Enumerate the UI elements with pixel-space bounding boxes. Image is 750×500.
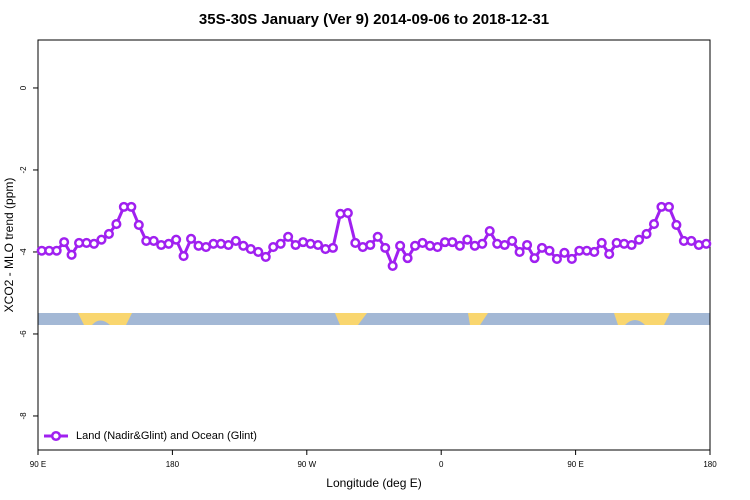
y-tick-label: -4 [19,248,28,256]
data-point [103,228,114,239]
data-point [402,253,413,264]
data-point [529,253,540,264]
data-point [671,219,682,230]
land [78,313,132,325]
data-point [499,239,510,251]
y-tick-label: 0 [19,85,28,90]
data-point [454,240,465,251]
data-point [253,246,264,258]
x-tick-label: 90 E [30,460,46,469]
data-point [648,219,660,230]
data-point [387,260,398,271]
data-point [283,231,294,242]
data-point [447,237,458,248]
data-point [66,249,77,260]
y-tick-label: -2 [19,166,28,174]
data-point [432,242,443,253]
data-point [372,231,383,242]
data-point [186,233,197,244]
data-point [395,240,406,251]
legend-marker [50,430,62,442]
legend-label: Land (Nadir&Glint) and Ocean (Glint) [76,430,257,442]
data-point [148,235,159,246]
data-point [342,207,353,219]
data-point [260,251,271,262]
y-axis-label: XCO2 - MLO trend (ppm) [2,178,16,313]
ocean [38,313,710,325]
data-point [686,235,697,246]
data-point [163,238,174,249]
data-point [551,253,562,264]
data-point [544,245,555,256]
data-point [111,219,122,230]
data-point [178,251,189,262]
land [468,313,488,325]
data-point [663,201,674,212]
data-point [365,239,376,251]
x-tick-label: 0 [439,460,444,469]
x-axis-label: Longitude (deg E) [326,476,421,490]
x-tick-label: 90 E [567,460,583,469]
land [614,313,670,325]
data-point [507,235,518,246]
data-point [230,235,241,246]
data-point [350,237,361,248]
chart-title: 35S-30S January (Ver 9) 2014-09-06 to 20… [199,11,549,28]
data-point [596,237,607,248]
data-point [312,239,324,251]
data-point [275,238,286,249]
data-point [88,238,100,249]
data-point [641,228,652,239]
data-point [477,238,488,249]
data-point [96,234,107,245]
data-point [559,247,570,258]
x-tick-label: 180 [166,460,180,469]
data-point [327,242,338,253]
data-point [626,239,637,251]
y-tick-label: -8 [19,412,28,420]
data-point [380,242,391,253]
data-point [701,238,712,249]
data-point [133,219,144,230]
data-point [51,245,62,256]
data-point [634,234,645,245]
y-tick-label: -6 [19,330,28,338]
data-point [522,239,533,251]
x-tick-label: 180 [703,460,717,469]
data-point [604,248,615,260]
data-point [171,234,182,245]
data-point [484,226,495,237]
data-point [462,234,473,245]
data-point [589,246,600,258]
data-point [514,246,525,258]
data-point [223,239,234,251]
data-point [59,237,70,248]
data-point [566,253,577,264]
land-ocean-strip [38,313,710,325]
data-point [126,201,137,212]
land [335,313,367,325]
x-tick-label: 90 W [297,460,316,469]
